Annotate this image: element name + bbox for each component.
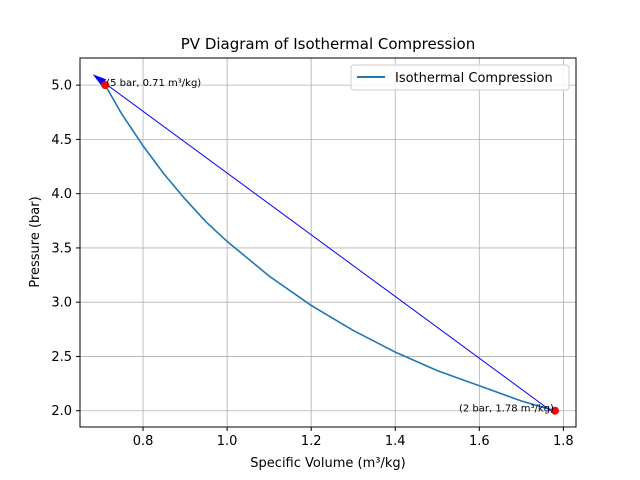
y-tick-label: 3.0 <box>51 296 72 311</box>
x-tick-label: 0.8 <box>133 434 154 449</box>
state-point-label-0: (5 bar, 0.71 m³/kg) <box>106 78 201 89</box>
y-tick-label: 4.5 <box>51 133 72 148</box>
y-tick-label: 2.0 <box>51 404 72 419</box>
chart-title: PV Diagram of Isothermal Compression <box>181 35 475 53</box>
state-point-label-1: (2 bar, 1.78 m³/kg) <box>459 404 554 415</box>
state-point-1 <box>550 406 559 415</box>
x-tick-label: 1.4 <box>385 434 406 449</box>
legend: Isothermal Compression <box>350 64 570 91</box>
y-tick-label: 4.0 <box>51 187 72 202</box>
grid <box>80 58 576 427</box>
y-tick-label: 2.5 <box>51 350 72 365</box>
state-point-0 <box>101 81 110 90</box>
series-line-0 <box>104 84 556 412</box>
y-tick-label: 3.5 <box>51 241 72 256</box>
plot-frame <box>79 57 577 428</box>
x-tick-label: 1.8 <box>553 434 574 449</box>
x-tick-label: 1.6 <box>469 434 490 449</box>
arrow-layer <box>92 74 552 412</box>
series-layer <box>104 84 556 412</box>
compression-arrow-shaft <box>103 82 552 412</box>
x-tick-label: 1.0 <box>217 434 238 449</box>
x-tick-label: 1.2 <box>301 434 322 449</box>
y-axis-label: Pressure (bar) <box>28 196 43 287</box>
x-axis-label: Specific Volume (m³/kg) <box>250 456 405 471</box>
y-tick-label: 5.0 <box>51 79 72 94</box>
points-layer: (5 bar, 0.71 m³/kg) (2 bar, 1.78 m³/kg) <box>101 78 559 415</box>
legend-box <box>350 64 570 91</box>
legend-label: Isothermal Compression <box>395 71 553 86</box>
ticks-layer: 0.8 1.0 1.2 1.4 1.6 1.8 2.0 2.5 3.0 3.5 4.0 4.5 5.0 <box>51 79 573 449</box>
